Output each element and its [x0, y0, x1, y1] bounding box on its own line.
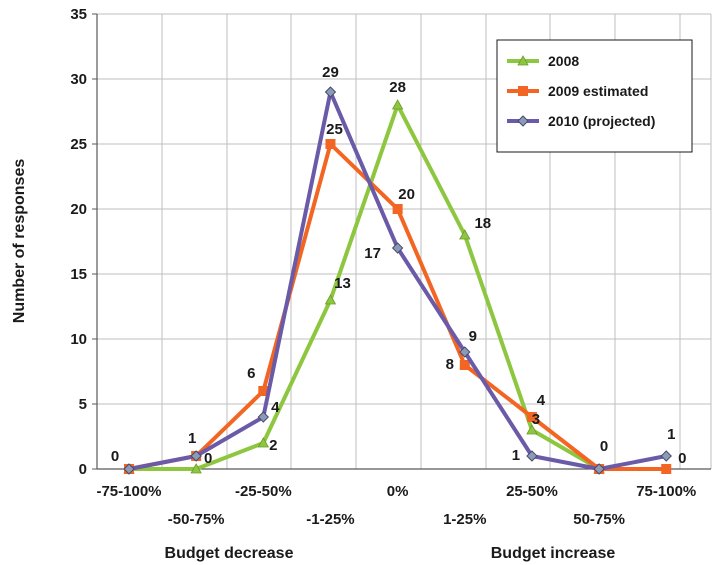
marker-diamond	[517, 115, 529, 127]
x-tick-label: -50-75%	[168, 511, 225, 528]
x-tick-label: 0%	[387, 483, 409, 500]
marker-triangle	[391, 99, 404, 110]
x-tick-label: -1-25%	[306, 511, 354, 528]
series-2010-projected-	[123, 86, 672, 475]
marker-triangle	[526, 424, 538, 435]
series-line	[129, 103, 601, 471]
marker-square	[258, 386, 269, 396]
x-tick-label: 75-100%	[636, 483, 696, 500]
data-label: 29	[322, 64, 339, 81]
data-label: 2	[269, 437, 277, 454]
data-label: 8	[446, 356, 454, 373]
marker-triangle	[517, 55, 529, 66]
data-label: 1	[667, 426, 675, 443]
data-label: 25	[326, 121, 343, 138]
data-label: 17	[364, 245, 381, 262]
x-tick-label: 50-75%	[573, 511, 625, 528]
y-tick-label: 5	[79, 396, 87, 413]
marker-square	[661, 464, 672, 474]
marker-triangle	[459, 229, 471, 240]
data-label: 13	[334, 275, 351, 292]
marker-diamond	[391, 242, 404, 254]
data-label: 28	[389, 79, 406, 96]
group-label-increase: Budget increase	[491, 545, 616, 562]
marker-square	[325, 139, 336, 149]
marker-diamond	[324, 86, 337, 98]
y-tick-label: 10	[70, 331, 87, 348]
data-label: 9	[469, 328, 477, 345]
marker-triangle	[257, 437, 269, 448]
y-axis-title: Number of responses	[11, 159, 28, 324]
x-tick-label: -75-100%	[96, 483, 161, 500]
data-label: 18	[474, 215, 491, 232]
data-label: 6	[247, 365, 255, 382]
data-label: 1	[188, 430, 196, 447]
data-label: 0	[600, 438, 608, 455]
group-label-decrease: Budget decrease	[165, 545, 294, 562]
data-label: 1	[512, 447, 520, 464]
data-label: 0	[111, 448, 119, 465]
marker-diamond	[526, 450, 538, 462]
legend-entry-label: 2008	[548, 53, 579, 69]
y-tick-label: 20	[70, 201, 87, 218]
marker-square	[392, 204, 403, 214]
marker-square	[518, 86, 528, 96]
y-tick-label: 25	[70, 136, 87, 153]
x-tick-label: 25-50%	[506, 483, 558, 500]
marker-diamond	[190, 450, 202, 462]
y-tick-label: 35	[70, 6, 87, 23]
marker-triangle	[190, 463, 202, 474]
legend: 2008 2009 estimated 2010 (projected)	[496, 39, 693, 153]
legend-box	[496, 39, 693, 153]
marker-diamond	[123, 463, 135, 475]
series-group	[123, 86, 672, 475]
data-label: 0	[678, 450, 686, 467]
y-tick-label: 15	[70, 266, 87, 283]
marker-diamond	[459, 346, 471, 358]
marker-square	[526, 412, 537, 422]
data-label: 4	[271, 399, 280, 416]
legend-entry-label: 2009 estimated	[548, 83, 648, 99]
data-label: 20	[398, 186, 415, 203]
x-tick-label: -25-50%	[235, 483, 292, 500]
data-label: 4	[537, 392, 546, 409]
data-label: 3	[532, 411, 540, 428]
marker-diamond	[593, 463, 605, 475]
marker-square	[459, 360, 470, 370]
y-tick-label: 30	[70, 71, 87, 88]
marker-diamond	[257, 411, 270, 423]
marker-triangle	[324, 294, 337, 305]
legend-entry-label: 2010 (projected)	[548, 113, 655, 129]
y-tick-label: 0	[79, 461, 87, 478]
data-label: 0	[204, 450, 212, 467]
marker-diamond	[660, 450, 672, 462]
x-tick-label: 1-25%	[443, 511, 486, 528]
